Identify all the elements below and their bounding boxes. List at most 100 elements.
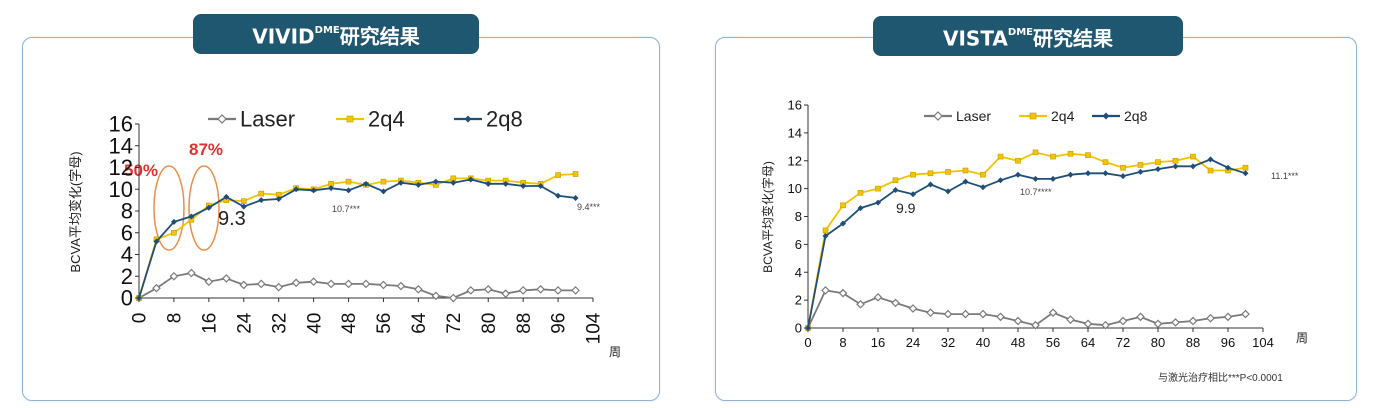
vista-2q4-point bbox=[1172, 157, 1179, 164]
vivid-2q8-point bbox=[170, 218, 177, 225]
vista-laser-point bbox=[1013, 316, 1023, 326]
vivid-2q8-point bbox=[310, 187, 317, 194]
vista-2q4-point bbox=[1155, 159, 1161, 165]
vista-ytick-label: 0 bbox=[795, 321, 802, 336]
vista-2q4-point bbox=[1067, 150, 1074, 157]
vivid-2q4-point bbox=[171, 229, 177, 236]
vivid-ytick-label: 14 bbox=[109, 133, 133, 158]
vivid-laser-point bbox=[344, 279, 353, 289]
vivid-2q8-point bbox=[136, 295, 142, 301]
vivid-laser-point bbox=[187, 268, 196, 278]
vivid-ytick-label: 16 bbox=[109, 112, 133, 137]
vista-series-laser-line bbox=[807, 289, 1246, 329]
vista-2q8-point bbox=[892, 187, 899, 194]
vista-ytick-label: 8 bbox=[795, 209, 802, 224]
vivid-laser-point bbox=[256, 279, 266, 289]
vista-2q4-point bbox=[892, 177, 899, 184]
vista-laser-point bbox=[1188, 316, 1198, 326]
vista-2q4-point bbox=[927, 170, 934, 177]
vivid-ylabel: BCVA平均变化(字母) bbox=[68, 151, 83, 272]
vivid-laser-point bbox=[518, 286, 528, 295]
vista-footnote: 与激光治疗相比***P<0.0001 bbox=[1158, 371, 1283, 384]
vivid-xtick-label: 48 bbox=[339, 313, 360, 334]
vivid-2q4-point bbox=[345, 178, 352, 185]
vista-xtick-label: 0 bbox=[804, 335, 811, 350]
vivid-2q4-point bbox=[258, 190, 265, 197]
vista-xtick-label: 96 bbox=[1221, 335, 1235, 350]
vivid-ellipse-2 bbox=[188, 165, 220, 251]
vivid-2q8-point bbox=[328, 185, 335, 192]
vista-2q4-point bbox=[945, 169, 951, 175]
vista-ytick-label: 6 bbox=[795, 237, 802, 252]
vivid-laser-point bbox=[152, 283, 161, 293]
vivid-laser-point bbox=[536, 284, 545, 294]
vivid-2q8-point bbox=[275, 196, 282, 203]
vista-2q4-point bbox=[1137, 162, 1144, 168]
vista-laser-point bbox=[908, 304, 918, 313]
vivid-val-label: 9.3 bbox=[218, 208, 246, 230]
vivid-2q8-point bbox=[153, 238, 160, 245]
vivid-xtick-label: 56 bbox=[374, 313, 395, 334]
vivid-2q8-point bbox=[467, 176, 474, 183]
vista-2q8-point bbox=[822, 233, 829, 240]
vivid-mid-label: 10.7*** bbox=[332, 204, 361, 214]
vista-2q8-point bbox=[1032, 175, 1039, 182]
vista-title-banner: VISTADME研究结果 bbox=[873, 16, 1183, 56]
vista-2q8-point bbox=[1207, 156, 1214, 163]
vivid-xtick-label: 24 bbox=[234, 312, 255, 334]
vivid-2q4-point bbox=[380, 178, 387, 185]
vista-2q8-point bbox=[1067, 171, 1074, 178]
vista-2q8-point bbox=[857, 205, 864, 212]
vivid-xtick-label: 88 bbox=[514, 313, 535, 334]
vivid-2q8-point bbox=[345, 187, 352, 194]
vivid-week-label: 周 bbox=[609, 345, 621, 359]
vivid-ytick-label: 10 bbox=[109, 177, 133, 202]
vivid-laser-point bbox=[396, 281, 406, 291]
vivid-laser-point bbox=[239, 280, 249, 290]
vista-ytick-label: 12 bbox=[788, 153, 802, 168]
vivid-legend-2q8-marker bbox=[464, 115, 472, 123]
vivid-ytick-label: 2 bbox=[121, 264, 133, 289]
vivid-laser-point bbox=[431, 291, 441, 301]
vivid-2q8-point bbox=[223, 193, 230, 200]
vivid-legend-2q4-label: 2q4 bbox=[368, 107, 405, 132]
vivid-2q8-point bbox=[293, 186, 300, 193]
vivid-laser-point bbox=[553, 286, 563, 295]
vista-2q4-point bbox=[875, 185, 881, 192]
vivid-series-laser-line bbox=[138, 272, 576, 299]
vivid-title-banner: VIVIDDME研究结果 bbox=[193, 14, 479, 54]
vivid-xtick-label: 104 bbox=[584, 312, 605, 344]
vista-2q8-point bbox=[980, 184, 986, 191]
vista-xtick-label: 104 bbox=[1252, 335, 1274, 350]
vista-2q8-point bbox=[840, 220, 846, 227]
vista-2q8-point bbox=[875, 199, 881, 206]
vivid-2q8-point bbox=[397, 179, 404, 186]
vista-xtick-label: 8 bbox=[839, 335, 846, 350]
vivid-panel bbox=[22, 37, 660, 401]
vivid-laser-point bbox=[291, 278, 301, 288]
vista-xtick-label: 56 bbox=[1046, 335, 1060, 350]
vista-val-label: 9.9 bbox=[896, 200, 916, 216]
vista-laser-point bbox=[1101, 320, 1110, 330]
vista-laser-point bbox=[1048, 308, 1058, 318]
vista-2q8-point bbox=[1190, 163, 1196, 170]
vista-laser-point bbox=[961, 309, 970, 319]
vivid-xtick-label: 96 bbox=[549, 313, 570, 334]
vista-series-2q4-line bbox=[807, 151, 1246, 329]
vivid-xtick-label: 32 bbox=[269, 313, 290, 334]
vista-ytick-label: 2 bbox=[795, 293, 802, 308]
vivid-2q8-point bbox=[432, 178, 439, 185]
vivid-2q8-point bbox=[537, 182, 544, 189]
vivid-xtick-label: 40 bbox=[304, 313, 325, 334]
vista-legend-laser-marker bbox=[933, 111, 943, 121]
vivid-laser-point bbox=[501, 289, 511, 298]
vista-laser-point bbox=[1066, 315, 1075, 324]
vivid-2q8-point bbox=[188, 213, 195, 220]
vivid-xtick-label: 16 bbox=[199, 313, 220, 334]
vista-2q8-point bbox=[1242, 170, 1249, 177]
vista-laser-point bbox=[943, 309, 953, 319]
vista-laser-point bbox=[978, 309, 988, 319]
vivid-2q8-point bbox=[485, 180, 492, 187]
vista-week-label: 周 bbox=[1296, 331, 1308, 345]
